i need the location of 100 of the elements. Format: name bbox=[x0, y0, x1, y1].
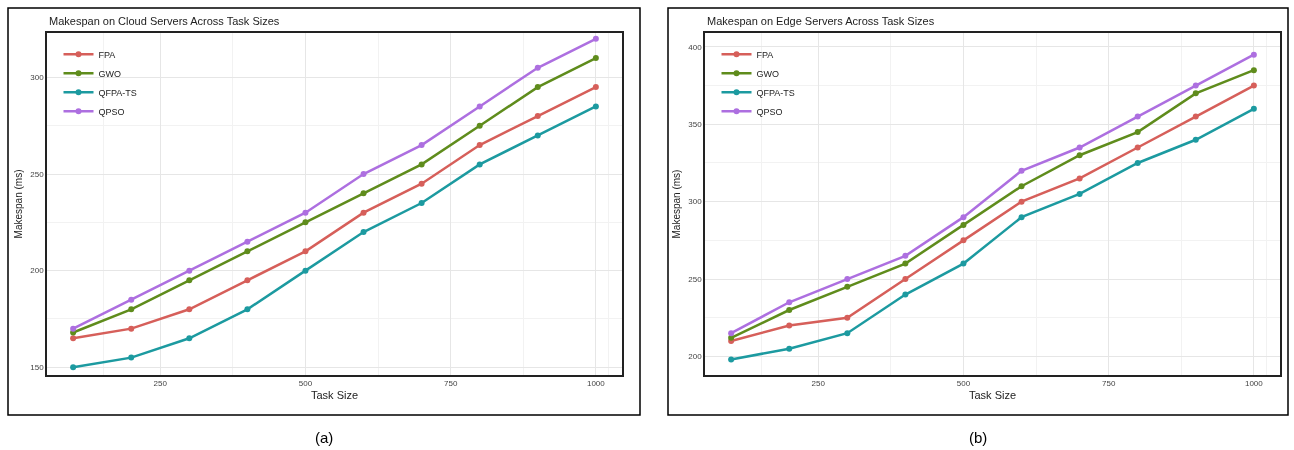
point bbox=[844, 330, 851, 337]
y-axis-title: Makespan (ms) bbox=[670, 169, 682, 239]
point bbox=[128, 306, 135, 313]
point bbox=[1192, 113, 1199, 120]
chart-title: Makespan on Cloud Servers Across Task Sizes bbox=[49, 15, 280, 27]
point bbox=[1192, 136, 1199, 143]
y-tick-label: 350 bbox=[688, 120, 703, 130]
point bbox=[786, 322, 793, 329]
point bbox=[186, 335, 193, 342]
point bbox=[186, 306, 193, 313]
point bbox=[1076, 144, 1083, 151]
point bbox=[244, 248, 251, 255]
point bbox=[70, 335, 77, 342]
x-tick-label: 500 bbox=[956, 379, 971, 389]
point bbox=[902, 252, 909, 259]
point bbox=[960, 221, 967, 228]
y-tick-label: 300 bbox=[30, 73, 45, 83]
point bbox=[534, 132, 541, 139]
point bbox=[1018, 183, 1025, 190]
point bbox=[128, 354, 135, 361]
y-tick-label: 250 bbox=[30, 169, 45, 179]
point bbox=[1134, 129, 1141, 136]
y-tick-label: 150 bbox=[30, 363, 45, 373]
point bbox=[476, 122, 483, 129]
point bbox=[302, 219, 309, 226]
legend-label: FPA bbox=[756, 49, 774, 60]
point bbox=[360, 171, 367, 178]
point bbox=[418, 142, 425, 149]
point bbox=[786, 345, 793, 352]
point bbox=[1250, 67, 1257, 74]
point bbox=[1134, 159, 1141, 166]
point bbox=[244, 238, 251, 245]
legend-label: FPA bbox=[98, 49, 116, 60]
legend-label: QPSO bbox=[98, 106, 125, 117]
point bbox=[360, 209, 367, 216]
y-axis-title: Makespan (ms) bbox=[12, 169, 24, 239]
point bbox=[960, 260, 967, 267]
x-axis-title: Task Size bbox=[310, 389, 359, 402]
x-tick-label: 750 bbox=[443, 379, 458, 389]
point bbox=[534, 113, 541, 120]
point bbox=[902, 276, 909, 283]
point bbox=[786, 299, 793, 306]
point bbox=[844, 283, 851, 290]
point bbox=[186, 267, 193, 274]
point bbox=[128, 296, 135, 303]
x-tick-label: 250 bbox=[153, 379, 168, 389]
y-tick-label: 400 bbox=[688, 42, 703, 52]
point bbox=[786, 307, 793, 313]
legend-label: QFPA-TS bbox=[756, 87, 795, 98]
x-tick-label: 1000 bbox=[1244, 379, 1264, 389]
x-tick-label: 250 bbox=[811, 379, 826, 389]
chart-title: Makespan on Edge Servers Across Task Sizes bbox=[707, 15, 935, 27]
text: (a) bbox=[315, 429, 334, 446]
point bbox=[418, 161, 425, 168]
point bbox=[1250, 82, 1257, 89]
x-tick-label: 750 bbox=[1101, 379, 1116, 389]
point bbox=[1250, 105, 1257, 112]
point bbox=[186, 277, 193, 284]
point bbox=[728, 356, 735, 363]
point bbox=[844, 276, 851, 283]
point bbox=[1192, 82, 1199, 89]
legend-label: QPSO bbox=[756, 106, 783, 117]
y-tick-label: 200 bbox=[688, 352, 703, 362]
point bbox=[70, 364, 77, 371]
x-tick-label: 500 bbox=[298, 379, 313, 389]
point bbox=[360, 229, 367, 236]
point bbox=[476, 142, 483, 149]
legend-label: GWO bbox=[756, 68, 779, 79]
point bbox=[592, 103, 599, 110]
y-tick-label: 200 bbox=[30, 266, 45, 276]
point bbox=[1134, 144, 1141, 151]
point bbox=[302, 209, 309, 216]
point bbox=[960, 214, 967, 221]
point bbox=[244, 306, 251, 313]
point bbox=[534, 84, 541, 91]
point bbox=[302, 267, 309, 274]
point bbox=[1250, 51, 1257, 58]
point bbox=[418, 200, 425, 207]
point bbox=[1134, 113, 1141, 120]
point bbox=[902, 260, 909, 267]
point bbox=[128, 325, 135, 332]
legend-label: QFPA-TS bbox=[98, 87, 137, 98]
legend-label: GWO bbox=[98, 68, 121, 79]
point bbox=[302, 248, 309, 255]
x-tick-label: 1000 bbox=[586, 379, 606, 389]
point bbox=[960, 237, 967, 244]
text: (b) bbox=[969, 429, 988, 446]
point bbox=[70, 325, 77, 332]
point bbox=[1018, 198, 1025, 205]
point bbox=[1076, 152, 1083, 159]
point bbox=[592, 35, 599, 42]
point bbox=[1076, 190, 1083, 197]
point bbox=[476, 161, 483, 168]
point bbox=[1018, 214, 1025, 221]
y-tick-label: 300 bbox=[688, 197, 703, 207]
point bbox=[902, 291, 909, 298]
point bbox=[1192, 90, 1199, 97]
point bbox=[1076, 175, 1083, 182]
x-axis-title: Task Size bbox=[968, 389, 1017, 402]
point bbox=[592, 55, 599, 62]
